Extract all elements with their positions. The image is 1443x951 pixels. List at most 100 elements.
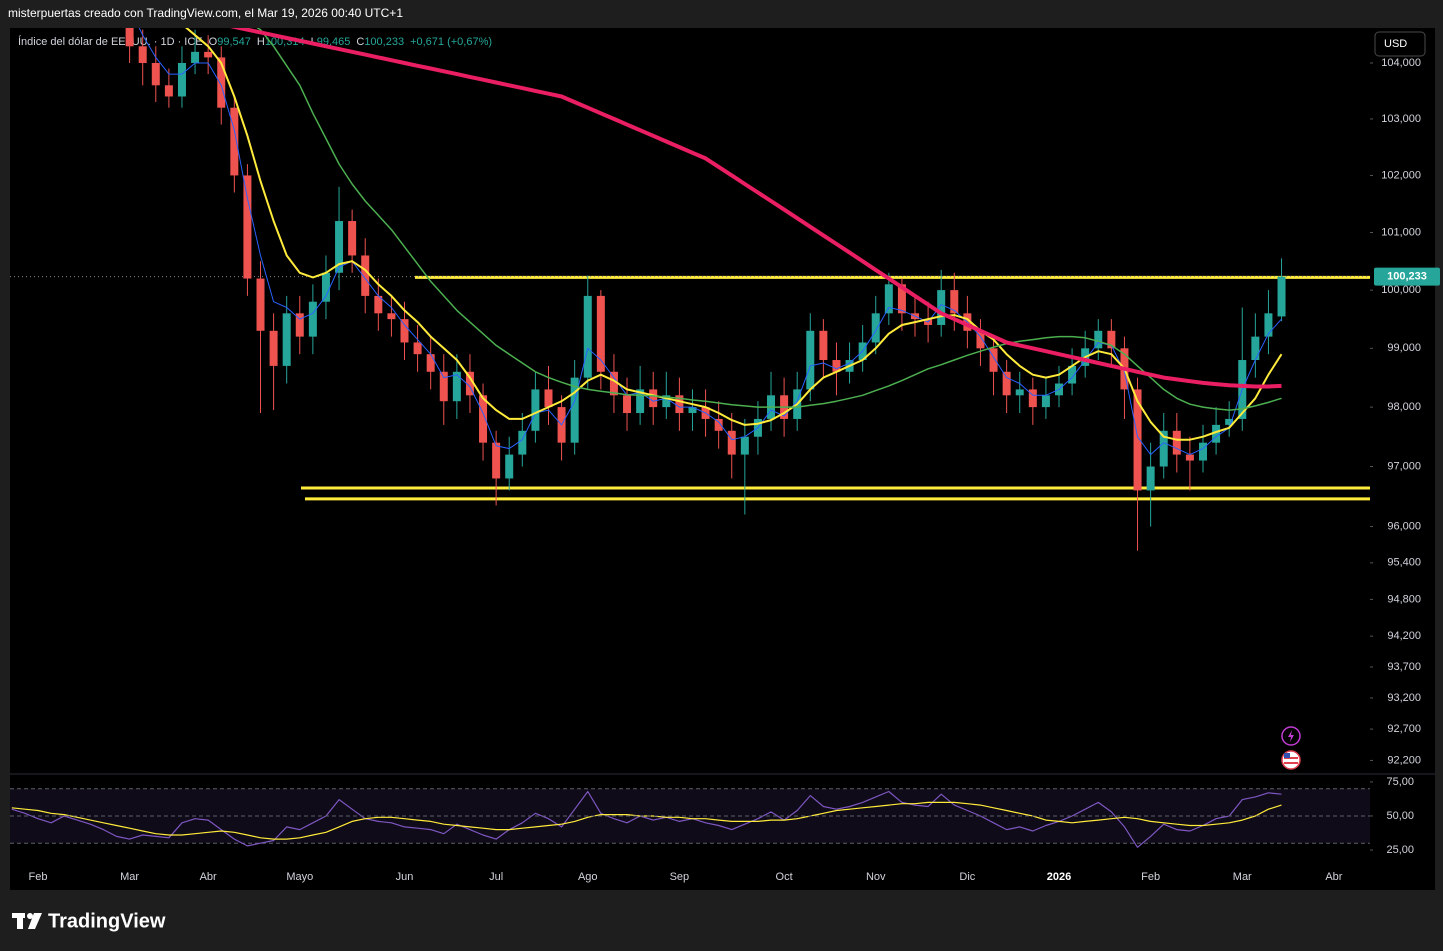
rsi-pane [10,788,1370,848]
candle-body [256,278,265,331]
candle-body [806,330,815,390]
candle-body [321,272,330,302]
candle-body [609,371,618,396]
rsi-line [11,801,1282,840]
candle-body [937,290,946,325]
candle-body [1277,276,1286,317]
candle-body [1225,418,1234,425]
candle-body [282,313,291,366]
candle-body [1212,424,1221,443]
candle-body [204,51,213,58]
logo-slant [28,913,42,929]
candle-body [531,389,540,431]
moving-average [229,28,1282,389]
candle-body [164,85,173,97]
x-tick-label: Ago [578,871,598,883]
candle-body [1107,330,1116,349]
legend-change: +0,671 (+0,67%) [410,36,492,48]
candle-body [950,290,959,314]
x-tick-label: Feb [1141,871,1160,883]
candle-body [623,395,632,414]
y-tick-label: 93,700 [1387,661,1421,673]
candle-body [976,330,985,349]
last-price-label: 100,233 [1387,271,1427,283]
candle-body [1028,389,1037,408]
chart-area [10,28,1435,890]
candle-body [465,371,474,396]
candle-body [125,28,134,47]
legend-symbol: Índice del dólar de EE. UU. · 1D · ICE [18,35,203,48]
y-tick-label: 75,00 [1386,776,1414,788]
candle-body [570,377,579,443]
legend-value: 99,547 [217,36,251,48]
y-tick-label: 95,400 [1387,557,1421,569]
logo-dot [27,913,33,919]
x-tick-label: Feb [28,871,47,883]
y-tick-label: 92,700 [1387,723,1421,735]
event-icon[interactable] [1281,726,1301,746]
candle-body [413,342,422,355]
candle-body [230,107,239,176]
candle-body [1146,466,1155,491]
candle-body [295,313,304,337]
candle-body [688,407,697,414]
x-tick-label: Dic [959,871,975,883]
axes: 104,000 103,000 102,000 101,000 100,000 99,00… [28,57,1440,883]
candle-body [269,330,278,366]
candle-body [138,46,147,63]
candle-body [479,395,488,443]
candle-body [439,371,448,402]
candle-body [452,371,461,402]
candle-body [1264,313,1273,337]
x-tick-label: Abr [1325,871,1342,883]
candle-body [897,284,906,314]
candle-body [871,313,880,343]
y-tick-label: 94,800 [1387,593,1421,605]
y-tick-label: 99,000 [1387,342,1421,354]
candle-body [335,221,344,273]
candle-body [714,418,723,431]
legend-key: C [356,36,364,48]
x-tick-label: Mayo [286,871,313,883]
y-tick-label: 93,200 [1387,692,1421,704]
candle-body [727,430,736,455]
candle-body [596,295,605,372]
candle-body [1185,454,1194,461]
candle-body [1251,336,1260,361]
candle-body [662,395,671,408]
flag-stripe [1284,757,1298,759]
x-tick-label: Mar [1233,871,1252,883]
x-tick-label: Nov [866,871,886,883]
candle-body [649,389,658,408]
y-tick-label: 25,00 [1386,844,1414,856]
candle-body [583,295,592,378]
currency-button[interactable] [1374,31,1426,57]
candle-body [884,284,893,314]
candle-body [1041,395,1050,408]
last-price-box [1374,267,1440,286]
y-tick-label: 94,200 [1387,630,1421,642]
event-icon-bolt [1288,730,1294,742]
moving-average [138,28,1282,456]
y-tick-label: 50,00 [1386,810,1414,822]
legend-key: O [209,36,218,48]
candle-body [1159,430,1168,467]
y-tick-label: 103,000 [1381,113,1421,125]
x-tick-label: 2026 [1047,871,1071,883]
candle-body [1015,389,1024,396]
legend-key: H [257,36,265,48]
candle-body [832,360,841,372]
candle-body [819,330,828,361]
candle-body [387,313,396,320]
x-tick-label: Jun [396,871,414,883]
currency-label[interactable]: USD [1384,38,1407,50]
moving-average [185,28,1283,441]
candle-body [1172,430,1181,455]
candle-body [1094,330,1103,349]
candle-body [400,319,409,343]
y-tick-label: 104,000 [1381,57,1421,69]
moving-average [256,28,1282,411]
candle-body [426,354,435,372]
